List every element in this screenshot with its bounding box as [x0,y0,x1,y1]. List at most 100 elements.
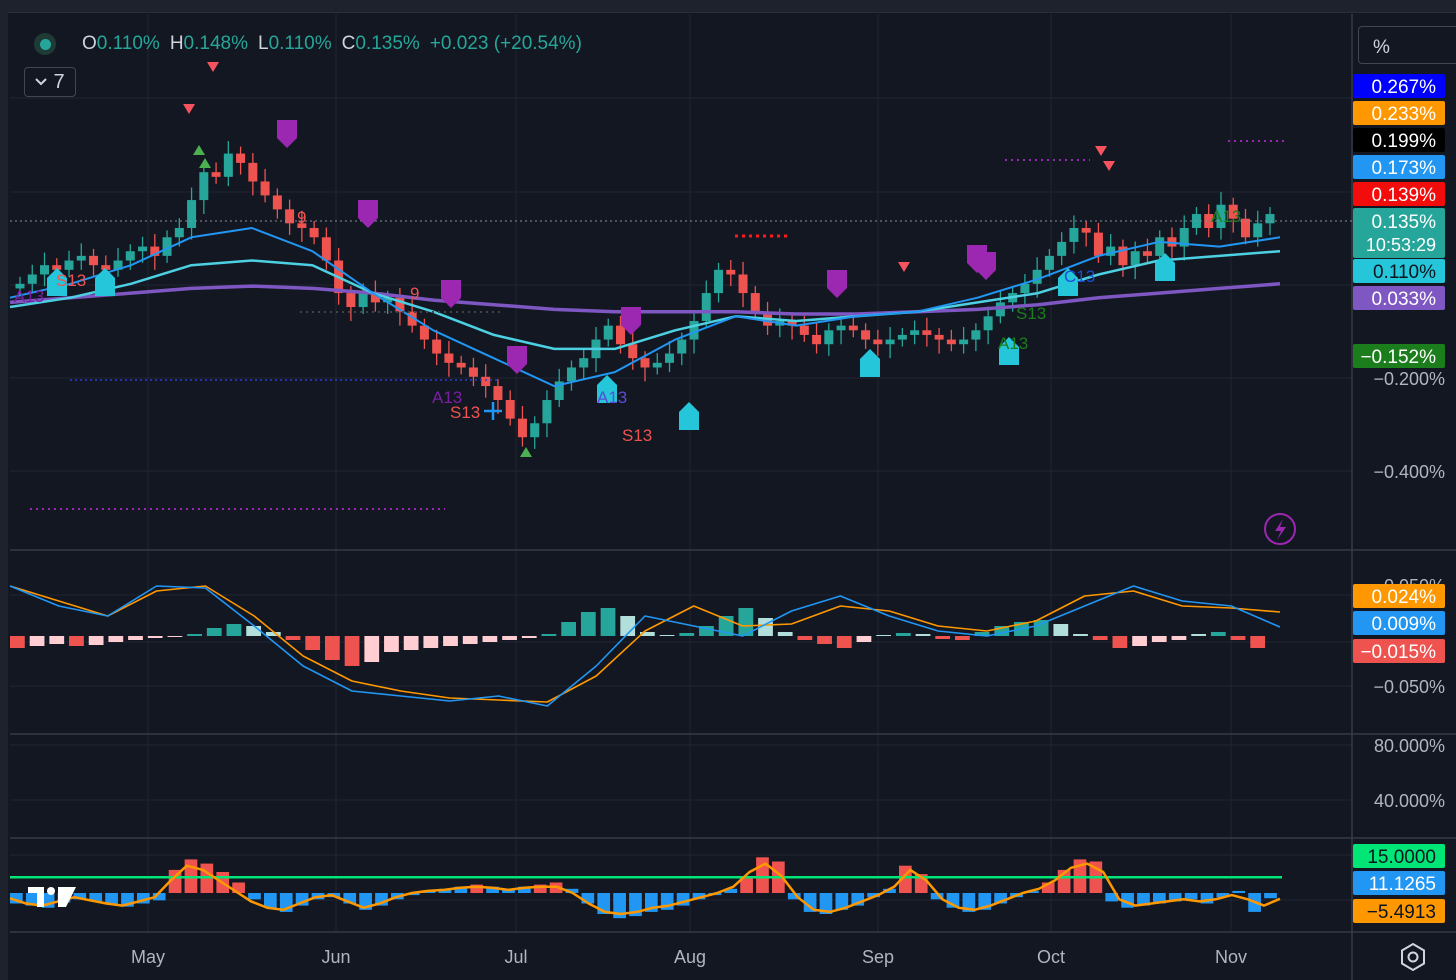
price-tag-bg-4 [1353,182,1445,206]
chevron-down-icon [35,78,48,86]
annotation-5: S13 [622,426,652,445]
candle-84 [1044,248,1054,277]
price-tag-label-2: 0.199% [1372,131,1437,152]
osc-bar-0 [10,893,23,904]
macd-bar-55 [1092,636,1108,640]
candle-70 [873,329,883,356]
time-axis-label-0: May [131,947,165,967]
osc-bar-45 [724,888,738,893]
marker-up-6 [1058,268,1078,296]
macd-tag-label-0: 0.024% [1372,587,1437,608]
osc-bar-64 [1026,890,1039,893]
osc-bar-16 [264,893,277,908]
time-axis-label-4: Sep [862,947,894,967]
candle-body [309,227,319,238]
price-tag-label-0: 0.267% [1372,77,1437,98]
candle-71 [885,327,895,359]
candle-body [799,325,809,335]
candle-body [910,330,920,335]
marker-down-0 [277,120,297,148]
macd-bar-29 [580,612,596,636]
candle-body [1118,246,1128,266]
annotation-10: A13 [998,334,1028,353]
candle-body [150,246,160,256]
macd-bar-52 [1033,620,1049,636]
marker-down-2 [441,280,461,308]
candle-29 [370,280,380,312]
price-tick-0: −0.200% [1373,369,1445,389]
osc-tag-bg-2 [1353,899,1445,923]
candle-73 [910,320,920,345]
macd-tick-1: −0.050% [1373,677,1445,697]
candle-body [628,344,638,359]
indicators-toggle-button[interactable]: 7 [24,67,76,97]
osc-bar-50 [803,893,817,912]
candle-body [1106,246,1116,256]
left-toolbar-strip [0,12,8,980]
change-value: +0.023 (+20.54%) [429,33,582,54]
price-tag-bg-6 [1353,259,1445,283]
macd-bar-21 [423,636,439,648]
macd-bar-19 [384,636,399,652]
market-status-icon[interactable] [34,33,56,55]
settings-gear-icon[interactable] [1396,940,1430,974]
macd-bar-9 [187,634,202,636]
macd-bar-34 [679,633,695,636]
candle-body [1228,204,1238,219]
high-key: H [169,33,184,54]
triangle-up-0 [193,145,205,155]
candle-12 [162,230,172,263]
price-tag-label-8: −0.152% [1360,347,1436,368]
candle-86 [1069,215,1079,254]
candle-body [615,325,625,345]
osc-tag-bg-1 [1353,871,1445,895]
price-scale-unit-button[interactable]: % [1358,26,1456,64]
osc-tick-0: 80.000% [1374,736,1445,756]
macd-bar-42 [836,636,852,648]
macd-bar-18 [364,636,380,662]
candle-72 [897,327,907,347]
macd-histogram [10,608,1266,666]
candle-body [1265,214,1275,224]
macd-bar-17 [344,636,360,666]
candle-body [407,311,417,326]
ema-fast-line [9,227,1281,388]
low-value: 0.110% [268,33,332,54]
osc-bar-6 [105,893,118,905]
candle-35 [444,340,454,377]
candle-body [897,334,907,340]
macd-bar-1 [29,636,45,646]
macd-bar-13 [265,632,281,636]
marker-up-1 [95,268,115,296]
candle-0 [15,276,25,296]
macd-bar-35 [699,626,714,636]
price-tag-bg-8 [1353,344,1445,368]
macd-bar-5 [108,636,124,642]
osc-tag-label-2: −5.4913 [1367,902,1436,923]
candle-body [959,339,969,345]
flash-icon [1264,513,1296,545]
tradingview-logo-icon [28,887,76,907]
candle-body [836,325,846,331]
grid [10,14,1352,932]
candle-69 [861,323,871,349]
macd-bar-27 [541,634,557,636]
price-tag-bg-0 [1353,74,1445,98]
osc-bar-38 [613,893,626,919]
candle-53 [665,340,675,373]
candle-body [52,265,62,270]
candle-body [1020,283,1030,294]
candle-56 [701,280,711,328]
osc-bar-10 [168,869,182,893]
marker-up-4 [860,349,880,377]
candle-99 [1228,197,1238,233]
macd-bar-15 [305,636,321,650]
candle-body [922,330,932,335]
macd-bar-58 [1151,636,1167,642]
triangle-down-4 [1103,161,1115,171]
candle-97 [1204,204,1214,238]
macd-tag-bg-1 [1353,611,1445,635]
candle-16 [211,162,221,184]
macd-bar-30 [600,608,616,636]
